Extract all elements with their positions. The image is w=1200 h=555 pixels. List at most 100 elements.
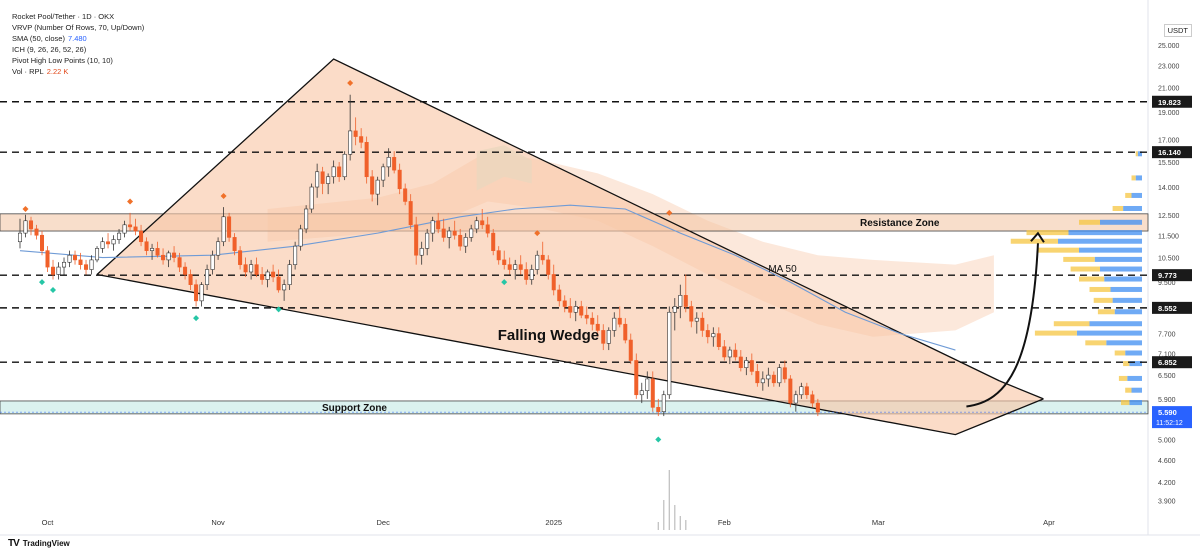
candle-down [172, 246, 177, 263]
pivot-high-marker [534, 230, 541, 237]
candle-up [474, 216, 479, 234]
candle-down [260, 267, 265, 285]
candle-down [364, 136, 369, 184]
candle-up [331, 160, 336, 184]
candle-down [557, 284, 562, 307]
candle-body [221, 216, 226, 243]
candle-body [617, 317, 622, 325]
candle-down [139, 224, 144, 247]
x-tick-label: Dec [376, 518, 390, 527]
candle-body [331, 166, 336, 178]
falling-wedge [96, 58, 1044, 436]
candle-body [513, 264, 518, 270]
candle-up [513, 259, 518, 280]
candle-body [359, 136, 364, 143]
y-tick-label: 6.500 [1158, 373, 1176, 380]
legend-ichimoku[interactable]: ICH (9, 26, 26, 52, 26) [12, 44, 144, 55]
candle-up [100, 237, 105, 253]
candles-layer[interactable] [17, 94, 820, 530]
candle-down [496, 246, 501, 265]
candle-down [320, 166, 325, 195]
candle-up [463, 233, 468, 253]
level-lines [0, 101, 1148, 413]
vp-bar-up [1104, 276, 1142, 282]
candle-body [551, 274, 556, 291]
candle-up [678, 284, 683, 319]
candle-body [645, 378, 650, 392]
candle-down [749, 353, 754, 376]
price-tag-label: 16.140 [1158, 148, 1181, 157]
candle-body [100, 241, 105, 249]
candle-up [249, 259, 254, 280]
candle-body [639, 390, 644, 396]
vp-bar-up [1100, 219, 1142, 225]
candle-body [282, 284, 287, 291]
legend-sma[interactable]: SMA (50, close) 7.480 [12, 33, 144, 44]
candle-body [392, 157, 397, 171]
vp-bar-up [1114, 309, 1142, 315]
x-tick-label: 2025 [545, 518, 562, 527]
candle-body [293, 245, 298, 265]
pivot-high-marker [220, 192, 227, 199]
vp-bar-down [1070, 266, 1100, 272]
candle-down [716, 327, 721, 351]
vp-bar-down [1125, 387, 1132, 393]
legend-vrvp[interactable]: VRVP (Number Of Rows, 70, Up/Down) [12, 22, 144, 33]
candle-down [540, 241, 545, 265]
vp-bar-up [1076, 330, 1142, 336]
vp-bar-up [1112, 297, 1142, 303]
candle-body [793, 394, 798, 404]
candle-body [177, 257, 182, 268]
candle-down [161, 248, 166, 265]
candle-up [469, 224, 474, 242]
wedge-fill [97, 58, 1044, 435]
ma-50-label: MA 50 [768, 264, 797, 275]
vp-bar-down [1079, 219, 1100, 225]
candle-body [73, 254, 78, 261]
candle-body [727, 349, 732, 358]
vp-bar-up [1125, 350, 1142, 356]
candle-up [282, 279, 287, 301]
pivot-low-marker [193, 315, 200, 322]
candle-body [612, 317, 617, 331]
currency-label[interactable]: USDT [1163, 24, 1192, 37]
candle-down [634, 353, 639, 399]
candle-body [271, 271, 276, 278]
vp-bar-down [1135, 151, 1138, 157]
candle-body [705, 330, 710, 338]
tradingview-footer[interactable]: TV TradingView [8, 538, 70, 549]
candle-body [557, 289, 562, 302]
falling-wedge-label: Falling Wedge [498, 327, 599, 344]
candle-up [122, 220, 127, 238]
candle-body [711, 333, 716, 338]
candle-down [562, 295, 567, 313]
candle-down [271, 264, 276, 283]
candle-body [634, 360, 639, 396]
candle-up [645, 371, 650, 399]
candle-body [128, 224, 133, 228]
candle-up [727, 346, 732, 365]
y-tick-label: 19.000 [1158, 110, 1180, 117]
chart-legend: Rocket Pool/Tether · 1D · OKX VRVP (Numb… [12, 11, 144, 77]
candle-body [337, 166, 342, 178]
vp-bar-down [1097, 309, 1115, 315]
y-tick-label: 3.900 [1158, 498, 1176, 505]
y-tick-label: 5.900 [1158, 397, 1176, 404]
candle-body [249, 264, 254, 273]
candle-body [700, 317, 705, 331]
candle-up [447, 226, 452, 249]
legend-title[interactable]: Rocket Pool/Tether · 1D · OKX [12, 12, 115, 21]
y-tick-label: 7.100 [1158, 351, 1176, 358]
candle-down [194, 279, 199, 307]
legend-volume[interactable]: Vol · RPL 2.22 K [12, 66, 144, 77]
candle-down [227, 212, 232, 242]
candle-up [205, 264, 210, 290]
candle-down [243, 257, 248, 277]
vp-bar-up [1110, 286, 1142, 292]
candle-body [414, 224, 419, 256]
candle-body [161, 254, 166, 261]
legend-volume-value: 2.22 K [46, 67, 69, 76]
legend-pivot[interactable]: Pivot High Low Points (10, 10) [12, 55, 144, 66]
candle-down [733, 343, 738, 361]
